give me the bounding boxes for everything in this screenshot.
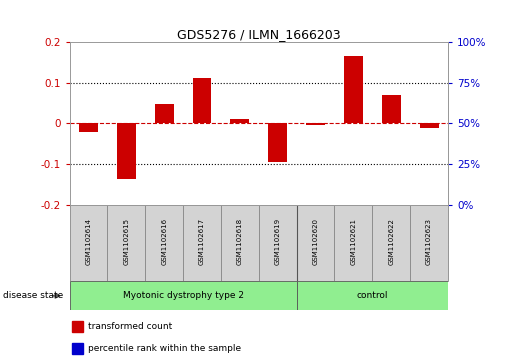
- Text: percentile rank within the sample: percentile rank within the sample: [88, 344, 241, 353]
- FancyBboxPatch shape: [259, 205, 297, 281]
- Text: GSM1102620: GSM1102620: [313, 218, 319, 265]
- FancyBboxPatch shape: [70, 281, 297, 310]
- Text: GSM1102619: GSM1102619: [274, 218, 281, 265]
- FancyBboxPatch shape: [372, 205, 410, 281]
- Bar: [72, 343, 83, 354]
- Bar: [72, 322, 83, 333]
- FancyBboxPatch shape: [410, 205, 448, 281]
- Text: GSM1102621: GSM1102621: [350, 218, 356, 265]
- Text: GSM1102623: GSM1102623: [426, 218, 432, 265]
- Title: GDS5276 / ILMN_1666203: GDS5276 / ILMN_1666203: [177, 28, 340, 41]
- Text: GSM1102614: GSM1102614: [85, 218, 92, 265]
- Text: GSM1102615: GSM1102615: [123, 218, 129, 265]
- Text: GSM1102618: GSM1102618: [237, 218, 243, 265]
- FancyBboxPatch shape: [183, 205, 221, 281]
- Bar: [193, 78, 212, 123]
- FancyBboxPatch shape: [335, 205, 372, 281]
- FancyBboxPatch shape: [107, 205, 145, 281]
- Bar: [420, 123, 439, 127]
- Bar: [79, 123, 98, 132]
- FancyBboxPatch shape: [297, 205, 335, 281]
- Text: GSM1102622: GSM1102622: [388, 218, 394, 265]
- FancyBboxPatch shape: [70, 205, 107, 281]
- Bar: [344, 56, 363, 123]
- Text: disease state: disease state: [3, 291, 63, 300]
- Bar: [117, 123, 136, 179]
- FancyBboxPatch shape: [145, 205, 183, 281]
- Text: GSM1102617: GSM1102617: [199, 218, 205, 265]
- Text: transformed count: transformed count: [88, 322, 173, 331]
- Bar: [154, 104, 174, 123]
- Bar: [268, 123, 287, 162]
- Bar: [382, 95, 401, 123]
- Bar: [230, 119, 249, 123]
- Text: Myotonic dystrophy type 2: Myotonic dystrophy type 2: [123, 291, 244, 300]
- Text: control: control: [356, 291, 388, 300]
- FancyBboxPatch shape: [221, 205, 259, 281]
- Text: GSM1102616: GSM1102616: [161, 218, 167, 265]
- Bar: [306, 123, 325, 126]
- FancyBboxPatch shape: [297, 281, 448, 310]
